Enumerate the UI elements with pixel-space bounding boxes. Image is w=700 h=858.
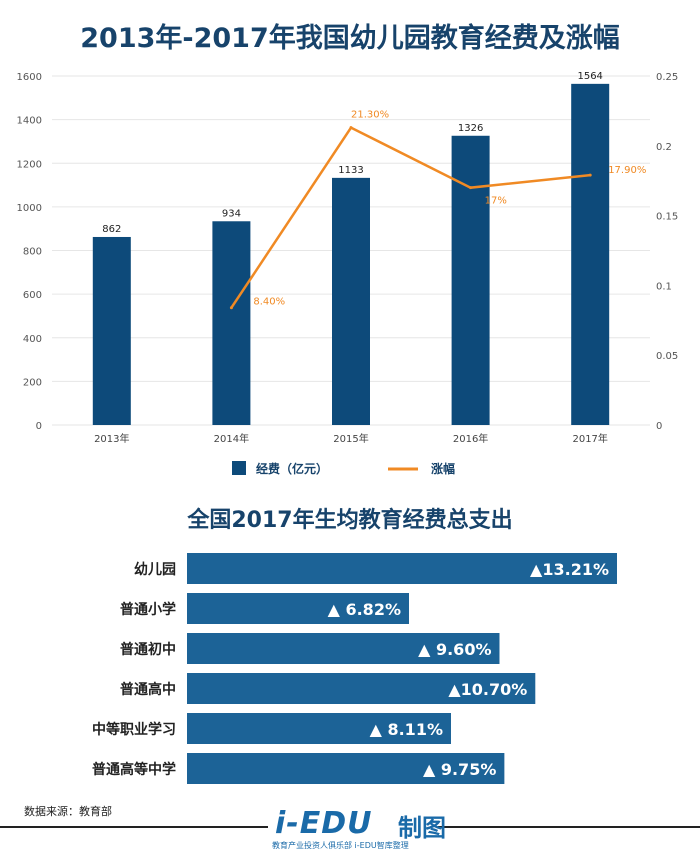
divider	[438, 826, 700, 828]
bar-data-label: 1133	[338, 165, 363, 176]
growth-line	[230, 126, 591, 309]
logo: i-EDU	[275, 806, 373, 841]
bar-data-label: 1564	[577, 71, 602, 82]
bar	[332, 177, 370, 425]
x-tick-label: 2017年	[572, 432, 607, 445]
x-tick-label: 2013年	[94, 432, 129, 445]
line-point	[349, 126, 353, 130]
hbar	[187, 753, 505, 784]
hbar	[187, 553, 617, 584]
y2-tick-label: 0.25	[656, 72, 678, 83]
legend-bar-label: 经费（亿元）	[256, 461, 328, 476]
hbar-category-label: 幼儿园	[134, 561, 176, 578]
y2-tick-label: 0.1	[656, 281, 672, 292]
y-tick-label: 800	[23, 247, 42, 258]
logo-zhitu: 制图	[398, 814, 446, 842]
data-source: 数据来源：教育部	[24, 805, 112, 818]
y-tick-label: 200	[23, 377, 42, 388]
y-tick-label: 1600	[17, 72, 42, 83]
bar	[451, 135, 490, 426]
hbar-data-label: ▲ 9.60%	[418, 640, 491, 659]
y-tick-label: 600	[23, 290, 42, 301]
y2-tick-label: 0.05	[656, 351, 678, 362]
bar-data-label: 934	[222, 208, 241, 219]
chart2-title: 全国2017年生均教育经费总支出	[187, 508, 513, 533]
line-point	[588, 173, 592, 177]
legend-line-label: 涨幅	[431, 461, 455, 476]
hbar	[187, 713, 451, 744]
y2-tick-label: 0.15	[656, 212, 678, 223]
hbar-category-label: 普通高中	[120, 681, 176, 698]
line-data-label: 17%	[485, 196, 507, 207]
x-tick-label: 2014年	[214, 432, 249, 445]
bar-data-label: 862	[102, 224, 121, 235]
line-data-label: 21.30%	[351, 110, 389, 121]
x-tick-label: 2015年	[333, 432, 368, 445]
line-data-label: 8.40%	[253, 297, 285, 308]
hbar-category-label: 中等职业学习	[92, 721, 176, 738]
hbar-category-label: 普通高等中学	[92, 761, 176, 778]
hbar	[187, 633, 500, 664]
hbar-category-label: 普通小学	[120, 601, 176, 618]
line-point	[229, 306, 233, 310]
y-tick-label: 0	[36, 421, 42, 432]
x-tick-label: 2016年	[453, 432, 488, 445]
logo-subtitle: 教育产业投资人俱乐部 i-EDU智库整理	[272, 841, 409, 850]
chart-title: 2013年-2017年我国幼儿园教育经费及涨幅	[80, 23, 620, 54]
bar	[92, 236, 131, 425]
hbar-data-label: ▲13.21%	[530, 560, 609, 579]
bar	[212, 221, 251, 425]
hbar	[187, 593, 409, 624]
line-data-label: 17.90%	[608, 165, 646, 176]
bar-data-label: 1326	[458, 123, 483, 134]
hbar-data-label: ▲ 9.75%	[423, 760, 496, 779]
y-tick-label: 400	[23, 334, 42, 345]
hbar-data-label: ▲ 8.11%	[370, 720, 443, 739]
hbar-category-label: 普通初中	[120, 641, 176, 658]
y2-tick-label: 0	[656, 421, 662, 432]
hbar-data-label: ▲ 6.82%	[328, 600, 401, 619]
y-tick-label: 1400	[17, 116, 42, 127]
hbar	[187, 673, 536, 704]
legend-bar-swatch	[232, 461, 246, 475]
y2-tick-label: 0.2	[656, 142, 672, 153]
line-point	[469, 186, 473, 190]
y-tick-label: 1000	[17, 203, 42, 214]
y-tick-label: 1200	[17, 159, 42, 170]
hbar-data-label: ▲10.70%	[448, 680, 527, 699]
divider	[0, 826, 268, 828]
bar	[571, 83, 610, 425]
